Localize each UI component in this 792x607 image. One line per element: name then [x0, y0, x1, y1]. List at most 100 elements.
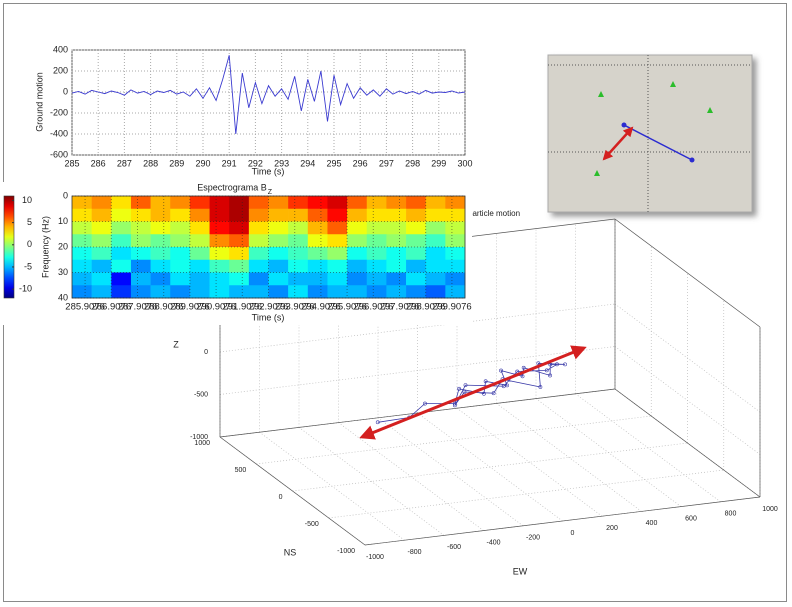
heatmap-cell	[406, 221, 426, 235]
heatmap-cell	[386, 234, 407, 248]
y-axis-label: NS	[284, 547, 297, 557]
heatmap-cell	[150, 196, 171, 210]
heatmap-cell	[130, 221, 151, 235]
heatmap-cell	[150, 221, 171, 235]
heatmap-cell	[229, 221, 250, 235]
x-tick-label: 288	[143, 158, 158, 168]
y-tick-label: 40	[58, 292, 68, 302]
grid-line	[338, 422, 484, 531]
x-tick-label: 292.9076	[249, 302, 289, 313]
heatmap-cell	[111, 196, 132, 210]
x-axis-label: Time (s)	[252, 166, 285, 176]
heatmap-cell	[189, 208, 210, 222]
heatmap-cell	[248, 196, 269, 210]
heatmap-cell	[229, 196, 250, 210]
z-tick-label: -500	[194, 391, 208, 398]
heatmap-cell	[170, 234, 191, 248]
heatmap-cell	[425, 196, 446, 210]
heatmap-cell	[288, 285, 309, 299]
heatmap-cell	[425, 208, 446, 222]
heatmap-cell	[406, 234, 426, 248]
heatmap-cell	[268, 259, 289, 273]
box-edge	[614, 218, 761, 328]
heatmap-cell	[229, 259, 250, 273]
heatmap-cell	[307, 208, 328, 222]
heatmap-cell	[406, 247, 426, 261]
heatmap-cell	[189, 272, 210, 286]
heatmap-cell	[170, 247, 191, 261]
heatmap-cell	[347, 234, 368, 248]
plot-title: particle motion	[468, 209, 520, 218]
spectrogram-plot: Espectrograma B Z Time (s) Frequency (Hz…	[0, 182, 472, 325]
x-tick-label: 297.9076	[380, 302, 420, 313]
y-tick-label: -1000	[337, 548, 355, 555]
x-tick-label: 285	[64, 158, 79, 168]
heatmap-cell	[130, 208, 151, 222]
heatmap-cell	[130, 285, 151, 299]
x-tick-label: 296	[353, 158, 368, 168]
x-tick-label: 296.9076	[353, 302, 393, 313]
heatmap-cell	[327, 221, 348, 235]
heatmap-cell	[150, 285, 171, 299]
heatmap-cell	[229, 272, 250, 286]
x-tick-label: 287.9076	[118, 302, 158, 313]
colorbar-tick-label: -10	[19, 284, 32, 294]
heatmap-cell	[445, 285, 466, 299]
heatmap-cell	[288, 221, 309, 235]
heatmap-cell	[307, 285, 328, 299]
grid-line	[219, 346, 616, 395]
heatmap-cell	[72, 259, 92, 273]
heatmap-cell	[72, 221, 92, 235]
heatmap-cell	[150, 247, 171, 261]
heatmap-cell	[445, 196, 466, 210]
heatmap-cell	[189, 196, 210, 210]
heatmap-cell	[445, 234, 466, 248]
colorbar-tick-label: -5	[24, 261, 32, 271]
heatmap-cell	[111, 285, 132, 299]
heatmap-cell	[189, 247, 210, 261]
heatmap-cell	[425, 247, 446, 261]
x-tick-label: -800	[407, 549, 421, 556]
heatmap-cell	[170, 259, 191, 273]
heatmap-cell	[72, 272, 92, 286]
box-edge	[614, 388, 761, 498]
heatmap-cell	[268, 272, 289, 286]
heatmap-cell	[150, 208, 171, 222]
x-tick-label: 200	[606, 525, 618, 532]
x-tick-label: 297	[379, 158, 394, 168]
x-tick-label: 293.9076	[275, 302, 315, 313]
heatmap-cell	[386, 272, 407, 286]
colorbar-tick-label: 0	[27, 239, 32, 249]
heatmap-cell	[327, 272, 348, 286]
x-tick-label: 293	[274, 158, 289, 168]
heatmap-cell	[347, 272, 368, 286]
heatmap-cell	[288, 196, 309, 210]
heatmap-cell	[209, 221, 230, 235]
heatmap-cell	[366, 196, 387, 210]
x-tick-label: 1000	[762, 506, 778, 513]
heatmap-cell	[327, 208, 348, 222]
heatmap-cell	[386, 259, 407, 273]
heatmap-cell	[209, 247, 230, 261]
x-tick-label: 288.9076	[144, 302, 184, 313]
heatmap-cell	[189, 221, 210, 235]
y-tick-label: 1000	[194, 440, 210, 447]
station	[707, 107, 713, 113]
y-tick-label: 20	[58, 241, 68, 251]
heatmap-cell	[386, 247, 407, 261]
heatmap-cell	[347, 221, 368, 235]
y-tick-label: 30	[58, 267, 68, 277]
heatmap-cell	[248, 247, 269, 261]
back-azimuth-line	[623, 124, 693, 161]
station	[598, 91, 604, 97]
heatmap-cell	[406, 259, 426, 273]
x-tick-label: 800	[725, 511, 737, 518]
x-tick-label: 294.9076	[301, 302, 341, 313]
heatmap-cell	[130, 272, 151, 286]
heatmap-cell	[91, 234, 112, 248]
heatmap-cell	[366, 221, 387, 235]
colorbar-tick-label: 5	[27, 217, 32, 227]
heatmap-cell	[170, 272, 191, 286]
x-tick-label: 298	[405, 158, 420, 168]
x-axis-label: Time (s)	[252, 312, 285, 322]
